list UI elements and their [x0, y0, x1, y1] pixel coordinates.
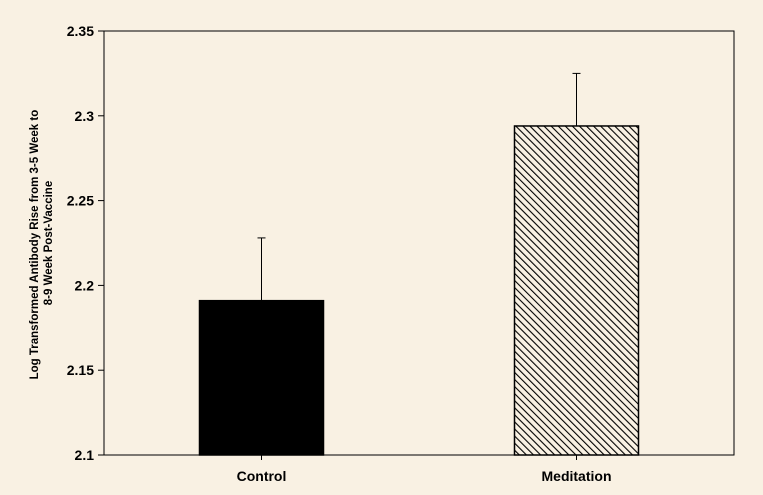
bar-meditation — [513, 125, 640, 456]
category-label-meditation: Meditation — [542, 468, 612, 484]
y-axis-label-line-1: Log Transformed Antibody Rise from 3-5 W… — [29, 110, 41, 380]
y-tick-label: 2.25 — [67, 193, 94, 209]
x-axis: Control Meditation — [237, 455, 612, 484]
error-bars-group — [257, 72, 581, 301]
y-axis: 2.1 2.15 2.2 2.25 2.3 2.35 — [67, 23, 104, 463]
y-tick-label: 2.2 — [75, 277, 95, 293]
y-axis-label: Log Transformed Antibody Rise from 3-5 W… — [29, 107, 55, 380]
y-tick-label: 2.3 — [75, 108, 95, 124]
bar-control — [198, 299, 325, 456]
plot-area — [103, 30, 735, 456]
bars-group — [198, 125, 640, 456]
y-tick-label: 2.1 — [75, 447, 95, 463]
category-label-control: Control — [237, 468, 287, 484]
y-tick-label: 2.15 — [67, 362, 94, 378]
y-tick-label: 2.35 — [67, 23, 94, 39]
y-axis-label-line-2: 8-9 Week Post-Vaccine — [43, 181, 55, 305]
